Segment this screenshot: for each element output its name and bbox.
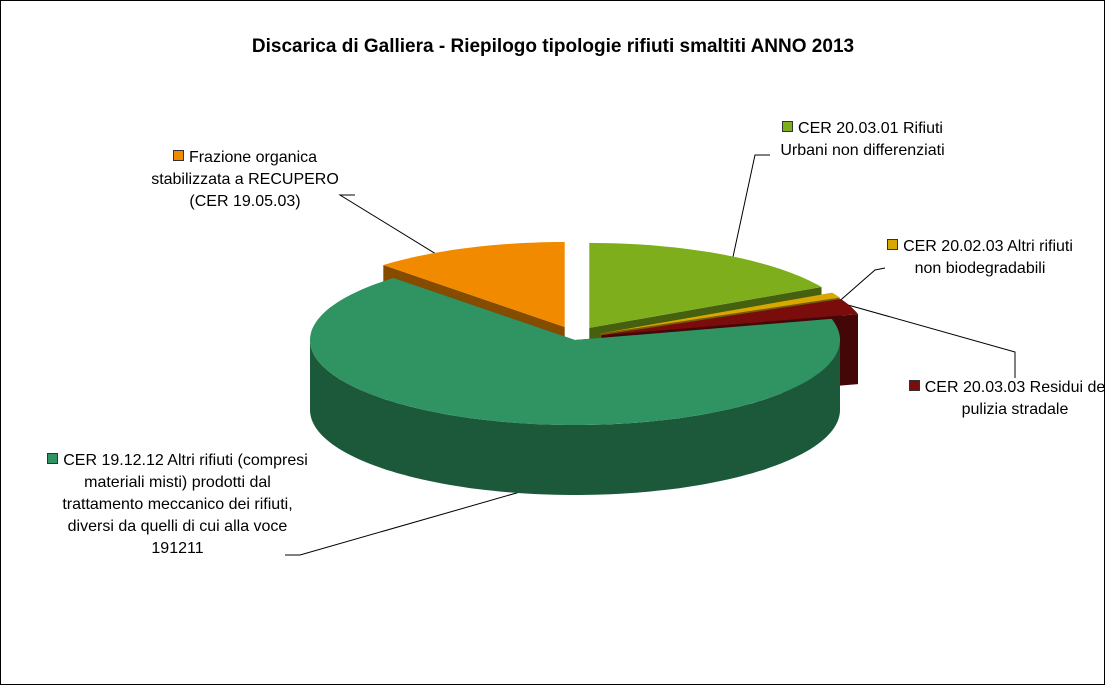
leader-lines xyxy=(285,154,1016,556)
legend-label: CER 20.03.01 Rifiuti Urbani non differen… xyxy=(775,118,950,162)
leader-line xyxy=(834,267,886,306)
legend-marker xyxy=(887,239,899,250)
slice-wall xyxy=(310,340,840,495)
legend-label: CER 20.02.03 Altri rifiuti non biodegrad… xyxy=(880,236,1080,280)
slice xyxy=(383,242,565,327)
leader-line xyxy=(338,194,463,271)
legend-marker xyxy=(172,150,184,161)
legend-text: CER 20.03.03 Residui della pulizia strad… xyxy=(924,379,1106,418)
legend-text: CER 19.12.12 Altri rifiuti (compresi mat… xyxy=(62,452,308,557)
legend-label: CER 19.12.12 Altri rifiuti (compresi mat… xyxy=(45,450,310,560)
legend-text: Frazione organica stabilizzata a RECUPER… xyxy=(151,149,339,210)
legend-text: CER 20.03.01 Rifiuti Urbani non differen… xyxy=(780,120,945,159)
slice xyxy=(599,292,840,334)
slice xyxy=(601,299,858,336)
leader-line xyxy=(285,491,521,556)
legend-marker xyxy=(782,121,794,132)
slice xyxy=(589,242,822,328)
legend-label: CER 20.03.03 Residui della pulizia strad… xyxy=(905,377,1106,421)
slice xyxy=(310,278,840,425)
legend-text: CER 20.02.03 Altri rifiuti non biodegrad… xyxy=(903,238,1073,277)
legend-label: Frazione organica stabilizzata a RECUPER… xyxy=(140,147,350,213)
legend-marker xyxy=(908,380,920,391)
leader-line xyxy=(847,304,1016,378)
pie xyxy=(310,242,858,495)
chart-title: Discarica di Galliera - Riepilogo tipolo… xyxy=(251,36,855,57)
legend-marker xyxy=(47,453,59,464)
leader-line xyxy=(727,154,770,281)
